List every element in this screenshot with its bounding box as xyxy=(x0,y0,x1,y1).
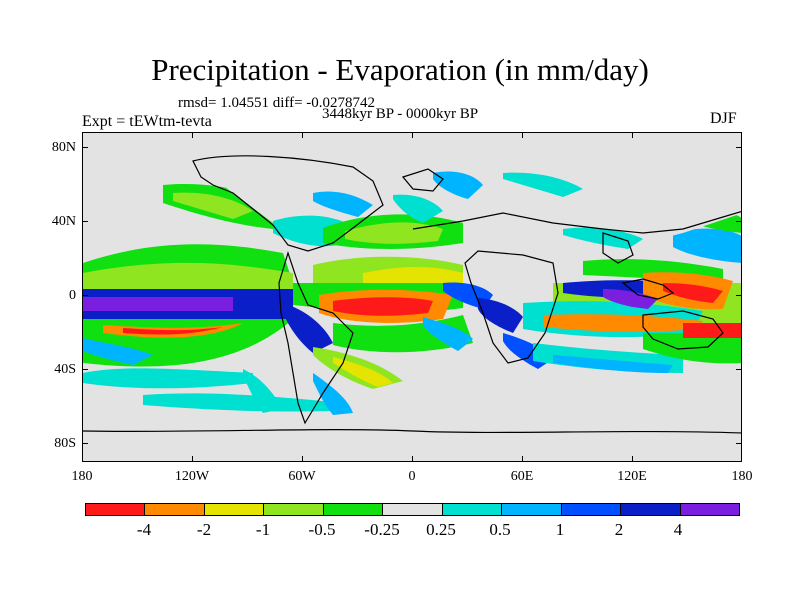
season-label: DJF xyxy=(710,110,737,127)
colorbar-box xyxy=(621,504,681,515)
axis-tick xyxy=(741,456,742,462)
lon-label-180w: 180 xyxy=(71,469,93,484)
lon-label-60e: 60E xyxy=(510,469,534,484)
colorbar-label: -0.5 xyxy=(308,520,336,539)
map-field xyxy=(83,133,741,461)
lon-label-180e: 180 xyxy=(731,469,753,484)
axis-tick xyxy=(82,147,88,148)
axis-tick xyxy=(736,369,742,370)
axis-tick xyxy=(522,456,523,462)
lat-label-eq: 0 xyxy=(69,288,76,303)
colorbar-box xyxy=(204,504,265,515)
axis-tick xyxy=(736,221,742,222)
colorbar-box xyxy=(145,504,205,515)
lon-label-0: 0 xyxy=(408,469,416,484)
colorbar-box xyxy=(502,504,562,515)
axis-tick xyxy=(632,456,633,462)
axis-tick xyxy=(736,443,742,444)
colorbar-label: -4 xyxy=(136,520,152,539)
axis-tick xyxy=(82,295,88,296)
colorbar-box xyxy=(264,504,324,515)
colorbar-box xyxy=(383,504,443,515)
axis-tick xyxy=(82,221,88,222)
lat-label-80n: 80N xyxy=(51,140,76,155)
colorbar-label: 2 xyxy=(614,520,624,539)
map-panel xyxy=(82,132,742,462)
colorbar-label: 0.25 xyxy=(426,520,456,539)
colorbar-label: -1 xyxy=(255,520,271,539)
colorbar-label: 1 xyxy=(555,520,565,539)
stats-text: rmsd= 1.04551 diff= -0.0278742 xyxy=(178,95,376,111)
lon-label-120w: 120W xyxy=(174,469,210,484)
lon-label-60w: 60W xyxy=(288,469,316,484)
period-text: 3448kyr BP - 0000kyr BP xyxy=(322,106,479,122)
colorbar-label: -2 xyxy=(196,520,212,539)
lat-label-40n: 40N xyxy=(51,214,76,229)
colorbar-label: 4 xyxy=(673,520,683,539)
axis-tick xyxy=(192,132,193,138)
axis-tick xyxy=(192,456,193,462)
colorbar-box xyxy=(561,504,622,515)
page-title: Precipitation - Evaporation (in mm/day) xyxy=(151,52,649,87)
axis-tick xyxy=(412,132,413,138)
axis-tick xyxy=(302,456,303,462)
axis-tick xyxy=(736,295,742,296)
colorbar-label: 0.5 xyxy=(489,520,511,539)
lat-label-40s: 40S xyxy=(54,362,76,377)
lon-label-120e: 120E xyxy=(617,469,647,484)
colorbar-box xyxy=(86,504,146,515)
axis-tick xyxy=(302,132,303,138)
axis-tick xyxy=(82,456,83,462)
axis-tick xyxy=(82,443,88,444)
colorbar-box xyxy=(323,504,384,515)
axis-tick xyxy=(522,132,523,138)
colorbar-label: -0.25 xyxy=(364,520,400,539)
axis-tick xyxy=(736,147,742,148)
axis-tick xyxy=(412,456,413,462)
colorbar xyxy=(85,503,740,516)
lat-label-80s: 80S xyxy=(54,436,76,451)
experiment-label: Expt = tEWtm-tevta xyxy=(82,113,212,130)
axis-tick xyxy=(82,369,88,370)
axis-tick xyxy=(632,132,633,138)
colorbar-box xyxy=(442,504,503,515)
colorbar-box xyxy=(680,504,739,515)
